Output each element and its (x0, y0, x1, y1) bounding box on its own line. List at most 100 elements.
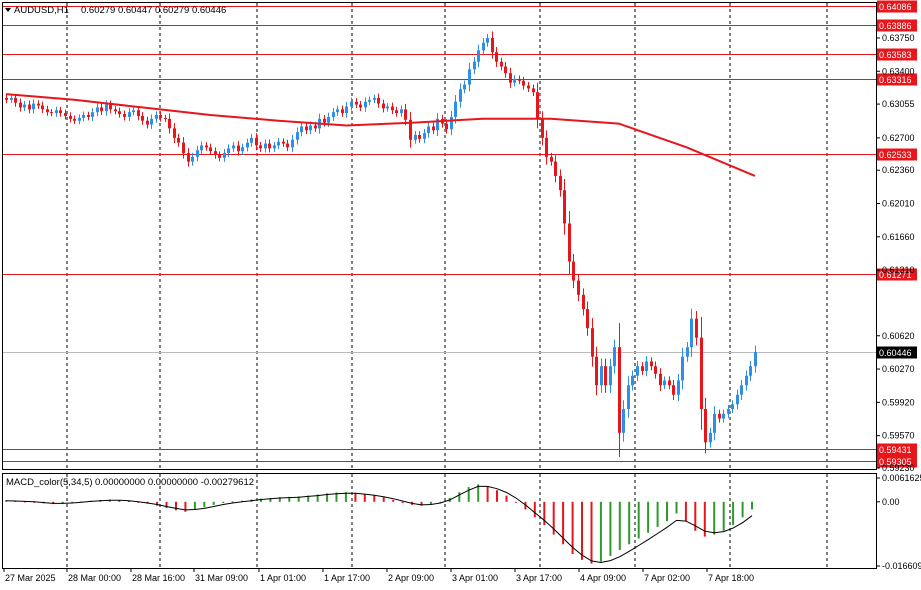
candle-body (128, 112, 131, 117)
candle-body (5, 97, 8, 100)
price-tick-label: 0.59570 (882, 431, 915, 441)
candle-body (368, 99, 371, 102)
candle-body (404, 109, 407, 120)
candle-body (82, 115, 85, 118)
candle-body (709, 432, 712, 443)
candle-body (377, 97, 380, 104)
macd-bar (297, 496, 300, 502)
macd-bar (193, 501, 196, 510)
candle-body (291, 139, 294, 148)
level-tag (877, 19, 917, 32)
candle-body (268, 143, 271, 149)
candle-body (436, 118, 439, 131)
candle-body (500, 61, 503, 67)
horizontal-levels[interactable]: 0.64086 0.63886 0.63583 0.63316 0.62533 0.612… (3, 0, 917, 468)
macd-bar (552, 501, 555, 535)
macd-bar (467, 487, 470, 502)
candle-body (386, 106, 389, 109)
candle-body (177, 137, 180, 143)
macd-bar (382, 497, 385, 502)
level-tag (877, 73, 917, 86)
candle-body (241, 147, 244, 152)
price-tick-label: 0.62700 (882, 133, 915, 143)
level-label: 0.63583 (879, 50, 912, 60)
macd-bar (203, 501, 206, 508)
macd-bar (212, 501, 215, 505)
macd-bar (581, 501, 583, 560)
candle-body (522, 80, 525, 86)
macd-bar (439, 501, 442, 503)
candle-body (23, 104, 26, 108)
chart-header: AUDUSD,H1 0.60279 0.60447 0.60279 0.6044… (5, 5, 226, 16)
candle-body (100, 107, 103, 112)
macd-axis: 0.0061625 0.00 -0.016609 (876, 473, 921, 571)
time-axis[interactable]: 27 Mar 2025 28 Mar 00:00 28 Mar 16:00 31 Ma… (3, 568, 754, 583)
candle-body (373, 97, 376, 100)
macd-bar (637, 501, 640, 539)
candle-body (463, 84, 466, 90)
candle-body (223, 153, 226, 158)
candle-body (137, 110, 140, 116)
candle-body (582, 294, 585, 310)
candle-body (336, 109, 339, 113)
candle-body (477, 50, 480, 62)
macd-bar (335, 492, 338, 502)
time-tick-label: 31 Mar 09:00 (195, 573, 248, 583)
macd-bar (562, 501, 565, 545)
macd-bar (61, 501, 64, 504)
macd-header: MACD_color(5,34,5) 0.00000000 0.00000000… (6, 477, 254, 488)
candle-body (550, 156, 553, 162)
macd-bar (127, 501, 130, 502)
candle-body (69, 115, 72, 119)
candle-body (572, 261, 575, 281)
candle-body (409, 119, 412, 140)
candle-body (246, 142, 249, 148)
macd-bar (326, 493, 329, 502)
candle-body (191, 156, 194, 162)
macd-tick-label: 0.00 (882, 497, 900, 507)
candle-body (214, 151, 217, 155)
macd-frame (2, 473, 877, 569)
candle-body (59, 110, 62, 114)
candle-body (749, 366, 752, 376)
candle-body (218, 154, 221, 158)
price-axis[interactable]: 0.63750 0.63400 0.63055 0.62700 0.62360 0.620… (876, 33, 915, 473)
macd-bar (420, 501, 423, 506)
candle-body (641, 366, 644, 371)
candle-body (114, 109, 117, 112)
candle-body (382, 103, 385, 109)
candle-body (50, 112, 53, 114)
moving-average (5, 93, 756, 177)
time-tick-label: 4 Apr 09:00 (580, 573, 626, 583)
price-tick-label: 0.62010 (882, 199, 915, 209)
macd-bar (278, 497, 281, 502)
price-tick-label: 0.63400 (882, 66, 915, 76)
ma-line (5, 93, 756, 177)
candle-body (259, 145, 262, 149)
level-tag (877, 455, 917, 468)
macd-bar (363, 494, 366, 502)
candle-body (704, 409, 707, 443)
candle-body (28, 104, 31, 110)
current-price-label: 0.60446 (879, 348, 912, 358)
grid (66, 3, 828, 568)
chevron-down-icon[interactable] (5, 8, 11, 12)
macd-bar (118, 500, 121, 502)
macd-bar (514, 501, 517, 503)
macd-bar (496, 490, 498, 502)
level-tag (877, 48, 917, 61)
candle-body (686, 347, 689, 357)
macd-bar (609, 501, 612, 556)
macd-bar (392, 499, 395, 502)
candle-body (423, 133, 426, 139)
candle-body (600, 366, 603, 386)
candle-body (414, 135, 417, 140)
candles (5, 31, 757, 458)
candle-body (736, 394, 739, 405)
candle-body (164, 117, 167, 119)
time-tick-label: 28 Mar 16:00 (132, 573, 185, 583)
candle-body (359, 104, 362, 108)
macd-bar (307, 495, 310, 502)
candle-body (123, 114, 126, 117)
